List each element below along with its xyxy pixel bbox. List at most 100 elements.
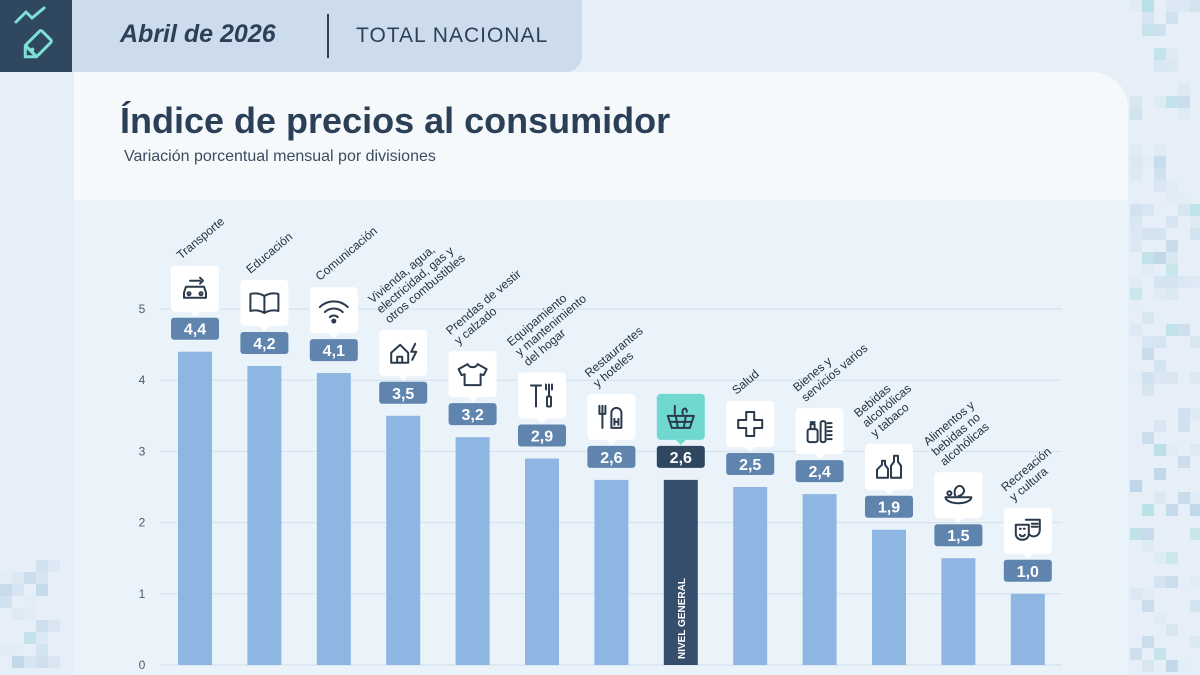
value-badge — [726, 453, 775, 475]
icon-box — [865, 443, 913, 490]
decorative-pixel — [1154, 228, 1166, 240]
icon-box-pointer — [190, 311, 200, 317]
basket-icon — [666, 404, 695, 429]
decorative-pixel — [1166, 180, 1178, 192]
decorative-pixel — [1178, 456, 1190, 468]
value-label: 2,4 — [808, 464, 830, 481]
decorative-pixel — [48, 620, 60, 632]
decorative-pixel — [1142, 432, 1154, 444]
decorative-pixel — [1142, 600, 1154, 612]
decorative-pixel — [1130, 168, 1142, 180]
decorative-pixel — [1190, 504, 1200, 516]
decorative-pixel — [1166, 0, 1178, 12]
y-tick-label: 4 — [139, 373, 146, 387]
icon-box-pointer — [953, 518, 964, 524]
value-label: 3,2 — [461, 407, 483, 424]
decorative-pixel — [1166, 576, 1178, 588]
bar-group: 4,4 Transporte — [171, 214, 227, 665]
theater-masks-icon — [1014, 518, 1041, 541]
decorative-pixel — [1142, 0, 1154, 12]
bar — [663, 479, 698, 665]
decorative-pixel — [1154, 360, 1166, 372]
decorative-pixel — [1130, 276, 1142, 288]
value-label: 2,6 — [600, 450, 622, 467]
y-tick-label: 3 — [139, 444, 146, 458]
bar-group: 1,9 Bebidasalcohólicasy tabaco — [851, 371, 922, 665]
decorative-pixel — [1166, 444, 1178, 456]
bar-group: 2,6 NIVEL GENERAL — [656, 393, 705, 665]
decorative-pixel — [1166, 252, 1178, 264]
bar — [802, 494, 837, 665]
icon-box-pointer — [259, 325, 270, 331]
decorative-pixel — [1130, 324, 1142, 336]
bar — [316, 373, 351, 665]
value-label: 2,9 — [531, 429, 553, 446]
decorative-pixel — [1190, 408, 1200, 420]
card-header: Índice de precios al consumidor Variació… — [74, 72, 1128, 200]
category-label: Salud — [729, 367, 762, 397]
decorative-pixel — [1166, 372, 1178, 384]
decorative-pixel — [24, 608, 36, 620]
decorative-pixel — [1154, 288, 1166, 300]
decorative-pixel — [1154, 576, 1166, 588]
decorative-pixel — [1154, 168, 1166, 180]
decorative-pixel — [1142, 372, 1154, 384]
decorative-pixel — [48, 656, 60, 668]
decorative-pixel — [1142, 24, 1154, 36]
decorative-pixel — [1142, 348, 1154, 360]
value-badge — [171, 317, 219, 340]
decorative-pixel — [1130, 288, 1142, 300]
decorative-pixel — [12, 644, 24, 656]
decorative-pixel — [1190, 228, 1200, 240]
bar — [872, 529, 906, 665]
decorative-pixel — [1190, 0, 1200, 12]
decorative-pixel — [1178, 492, 1190, 504]
decorative-pixel — [36, 572, 48, 584]
value-badge — [587, 445, 636, 468]
icon-box — [171, 265, 219, 312]
decorative-pixel — [1190, 336, 1200, 348]
bottles-icon — [876, 454, 902, 479]
decorative-pixel — [48, 560, 60, 572]
top-bar: Abril de 2026 TOTAL NACIONAL — [0, 0, 582, 72]
page-subtitle: Variación porcentual mensual por divisio… — [124, 148, 436, 165]
bar-group: 2,4 Bienes yservicios varios — [790, 341, 870, 665]
bar-group: 2,9 Equipamientoy mantenimientodel hogar — [504, 291, 589, 665]
value-badge — [448, 403, 497, 426]
decorative-pixel — [24, 656, 36, 668]
y-tick-label: 1 — [139, 587, 146, 601]
icon-box-pointer — [745, 447, 756, 452]
decorative-pixel — [1178, 96, 1190, 108]
food-bowl-icon — [944, 484, 973, 505]
decorative-pixel — [1190, 216, 1200, 228]
category-label: Transporte — [174, 214, 227, 262]
value-label: 3,5 — [392, 386, 414, 403]
decorative-pixel — [1154, 420, 1166, 432]
icon-box-pointer — [328, 333, 339, 339]
decorative-pixel — [1166, 324, 1178, 336]
scope-label: TOTAL NACIONAL — [356, 24, 549, 47]
decorative-pixel — [24, 596, 36, 608]
decorative-pixel — [1142, 528, 1154, 540]
decorative-pixel — [1142, 540, 1154, 552]
icon-box — [379, 329, 428, 376]
decorative-pixel — [1178, 276, 1190, 288]
decorative-pixel — [1190, 444, 1200, 456]
decorative-pixel — [1178, 84, 1190, 96]
bar-group: 3,5 Vivienda, agua,electricidad, gas yotr… — [365, 242, 468, 665]
decorative-pixel — [1154, 180, 1166, 192]
decorative-pixel — [1154, 372, 1166, 384]
decorative-pixel — [1142, 504, 1154, 516]
bar-group: 4,1 Comunicación — [309, 224, 380, 665]
cosmetics-icon — [806, 420, 833, 444]
decorative-pixel — [1190, 528, 1200, 540]
decorative-pixel — [1142, 12, 1154, 24]
health-cross-icon — [737, 411, 764, 437]
icon-box — [448, 351, 497, 398]
category-label: Bebidasalcohólicasy tabaco — [851, 371, 922, 440]
category-label: Recreacióny cultura — [998, 444, 1062, 504]
decorative-pixel — [1190, 636, 1200, 648]
y-tick-label: 5 — [139, 302, 146, 316]
